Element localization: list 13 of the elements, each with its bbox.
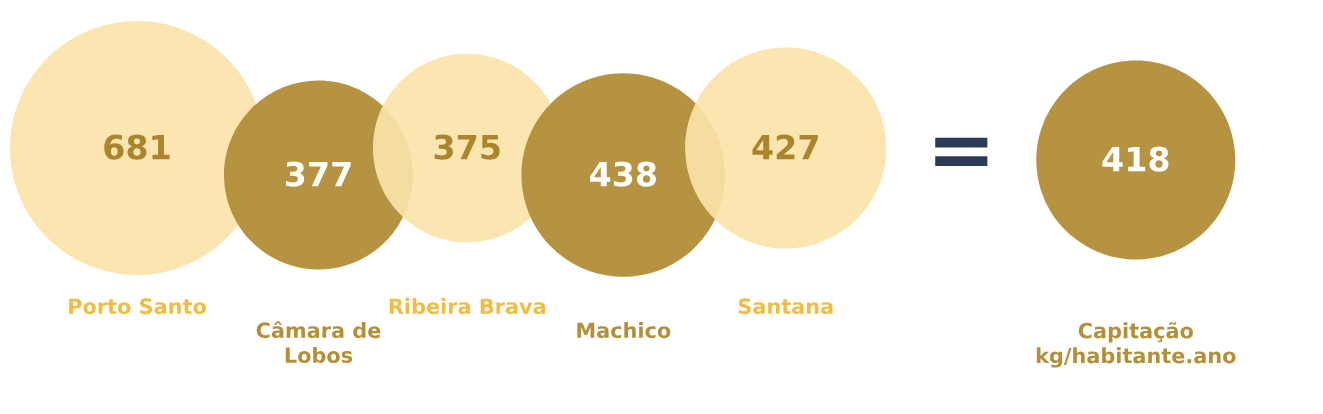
category-label: Machico	[577, 322, 671, 339]
text: =	[935, 137, 988, 166]
category-label: Câmara de Lobos	[256, 321, 381, 364]
category-label: Santana	[738, 298, 833, 315]
data-label: 375	[434, 134, 500, 160]
category-label: Porto Santo	[69, 298, 206, 315]
category-label: Ribeira Brava	[389, 298, 545, 315]
data-label: 418	[1102, 146, 1169, 172]
data-label: 377	[285, 161, 351, 187]
data-label: 681	[104, 134, 170, 160]
data-label: 427	[752, 134, 818, 160]
data-label: 438	[590, 161, 657, 187]
category-label: Capitação kg/habitante.ano	[1036, 322, 1236, 368]
